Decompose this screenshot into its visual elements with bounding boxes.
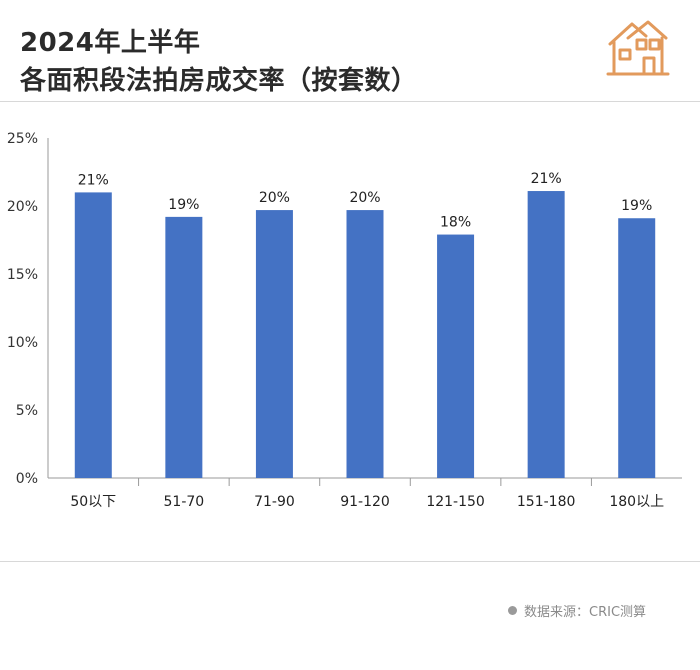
bar bbox=[618, 218, 656, 478]
y-tick-label: 0% bbox=[16, 471, 38, 487]
x-tick-label: 50以下 bbox=[70, 494, 116, 510]
data-label: 21% bbox=[78, 172, 109, 188]
x-tick-label: 121-150 bbox=[426, 494, 485, 510]
footer-divider bbox=[0, 561, 700, 562]
bar-chart: 0% 5% 10% 15% 20% 25% 21% 50以下 19% 51-70 20% 71-90 2… bbox=[7, 131, 682, 510]
x-tick-label: 71-90 bbox=[254, 494, 295, 510]
x-tick-label: 151-180 bbox=[517, 494, 576, 510]
x-tick-label: 180以上 bbox=[609, 494, 664, 510]
title-line-1: 2024年上半年 bbox=[20, 28, 201, 58]
header-divider bbox=[0, 101, 700, 102]
bar bbox=[346, 210, 384, 478]
bar bbox=[255, 210, 293, 478]
source-text: 数据来源：CRIC测算 bbox=[524, 605, 647, 620]
x-tick-label: 91-120 bbox=[340, 494, 390, 510]
y-tick-label: 5% bbox=[16, 403, 38, 419]
bar bbox=[527, 191, 565, 478]
data-label: 18% bbox=[440, 215, 471, 231]
bullet-dot-icon bbox=[508, 606, 517, 615]
y-tick-label: 20% bbox=[7, 199, 38, 215]
source-note: 数据来源：CRIC测算 bbox=[508, 601, 646, 620]
bar bbox=[74, 192, 112, 478]
data-label: 20% bbox=[349, 190, 380, 206]
data-label: 21% bbox=[531, 171, 562, 187]
y-tick-label: 10% bbox=[7, 335, 38, 351]
bar bbox=[437, 234, 475, 478]
data-label: 19% bbox=[168, 197, 199, 213]
data-label: 20% bbox=[259, 190, 290, 206]
data-label: 19% bbox=[621, 198, 652, 214]
y-tick-label: 25% bbox=[7, 131, 38, 147]
x-tick-label: 51-70 bbox=[164, 494, 205, 510]
bar bbox=[165, 216, 203, 478]
house-icon bbox=[606, 20, 670, 76]
title-line-2: 各面积段法拍房成交率（按套数） bbox=[20, 66, 418, 96]
y-tick-label: 15% bbox=[7, 267, 38, 283]
